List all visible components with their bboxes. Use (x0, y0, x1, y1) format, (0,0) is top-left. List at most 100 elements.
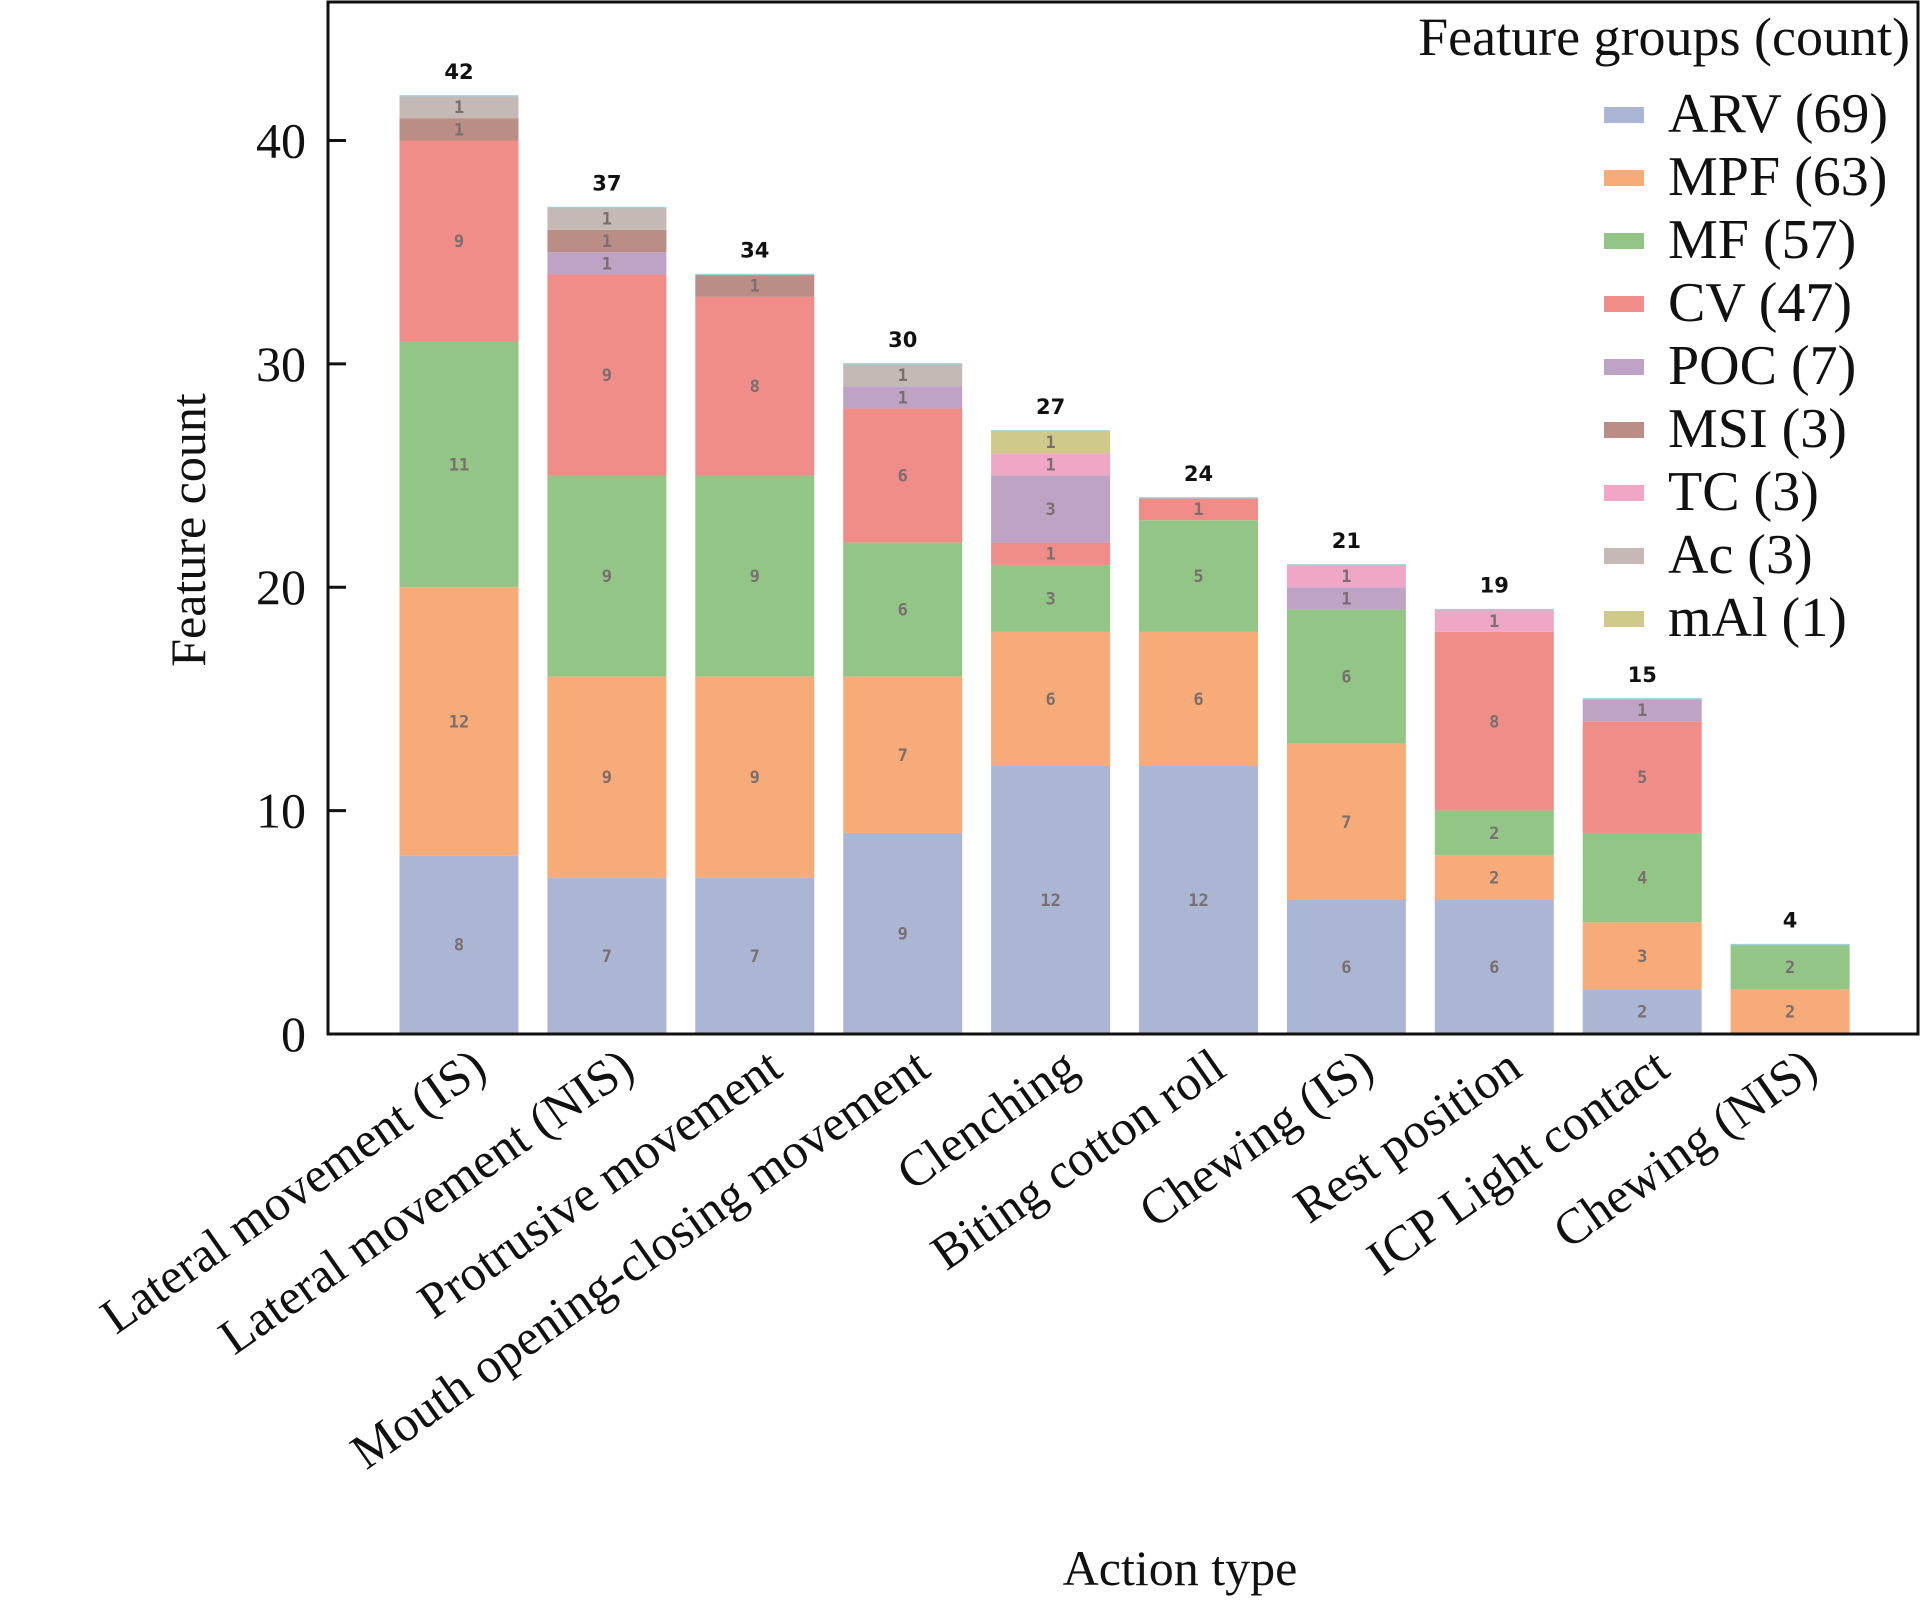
bar-total-label: 34 (740, 239, 769, 263)
segment-value-label: 5 (1637, 768, 1647, 788)
bar-segment-mf (843, 542, 963, 677)
segment-value-label: 2 (1489, 824, 1499, 844)
bar-segment-mf (1434, 810, 1554, 856)
bar-segment-mpf (1434, 855, 1554, 900)
bar-segment-cv (1582, 721, 1702, 833)
bar-segment-poc (991, 475, 1111, 543)
bar-segment-mf (1582, 832, 1702, 923)
segment-value-label: 6 (1341, 668, 1351, 688)
bars-layer (399, 95, 1850, 1034)
bar-total-label: 19 (1480, 574, 1509, 598)
bar-segment-mpf (547, 676, 667, 878)
segment-value-label: 9 (602, 567, 612, 587)
bar-segment-poc (547, 252, 667, 275)
segment-value-label: 12 (1040, 891, 1060, 911)
segment-value-label: 9 (454, 232, 464, 252)
legend-swatch-cv (1604, 296, 1644, 312)
segment-value-label: 6 (1193, 690, 1203, 710)
bar-segment-arv (695, 877, 815, 1034)
bar-total-label: 42 (444, 60, 473, 84)
segment-value-label: 8 (454, 936, 464, 956)
bar-segment-cv (991, 542, 1111, 565)
segment-value-label: 9 (750, 567, 760, 587)
segment-value-label: 9 (602, 768, 612, 788)
legend-label: TC (3) (1668, 461, 1819, 523)
segment-value-label: 3 (1045, 589, 1055, 609)
bar-segment-mf (547, 475, 667, 677)
segment-value-label: 9 (898, 924, 908, 944)
bar-segment-mpf (695, 676, 815, 878)
segment-value-label: 9 (750, 768, 760, 788)
bar-segment-tc (991, 453, 1111, 476)
legend-swatch-arv (1604, 107, 1644, 123)
segment-value-label: 6 (898, 601, 908, 621)
segment-value-label: 1 (898, 388, 908, 408)
segment-value-label: 1 (1045, 455, 1055, 475)
segment-value-label: 1 (1489, 612, 1499, 632)
segment-value-label: 1 (602, 210, 612, 230)
x-axis-title: Action type (1063, 1540, 1298, 1596)
segment-value-label: 1 (898, 366, 908, 386)
legend: Feature groups (count) ARV (69)MPF (63)M… (1418, 7, 1910, 649)
segment-value-label: 8 (1489, 712, 1499, 732)
bar-segment-cv (695, 296, 815, 476)
bar-segment-msi (695, 274, 815, 297)
segment-value-label: 3 (1637, 947, 1647, 967)
bar-segment-cv (547, 274, 667, 476)
bar-segment-cv (1139, 497, 1258, 521)
bar-segment-arv (843, 832, 963, 1034)
bar-segment-mpf (1286, 743, 1406, 900)
bar-segment-mpf (1730, 989, 1850, 1034)
legend-swatch-poc (1604, 359, 1644, 375)
bar-segment-mpf (1582, 922, 1702, 990)
segment-value-label: 6 (1489, 958, 1499, 978)
legend-swatch-mal (1604, 611, 1644, 627)
legend-label: MSI (3) (1668, 398, 1847, 460)
y-axis-title: Feature count (160, 393, 216, 667)
bar-segment-mf (991, 564, 1111, 632)
segment-value-label: 1 (1045, 545, 1055, 565)
bar-total-label: 15 (1628, 663, 1657, 687)
bar-segment-mpf (991, 631, 1111, 766)
segment-value-label: 2 (1489, 869, 1499, 889)
legend-label: Ac (3) (1668, 524, 1813, 586)
segment-value-label: 1 (1341, 589, 1351, 609)
y-axis-ticks: 0 10 20 30 40 (256, 112, 346, 1062)
segment-value-label: 1 (1045, 433, 1055, 453)
legend-label: MPF (63) (1668, 146, 1887, 208)
segment-value-label: 4 (1637, 869, 1647, 889)
legend-swatch-ac (1604, 548, 1644, 564)
bar-total-label: 37 (592, 172, 621, 196)
bar-segment-arv (991, 765, 1111, 1034)
bar-segment-cv (1434, 631, 1554, 811)
bar-total-label: 24 (1184, 462, 1213, 486)
bar-segment-mal (991, 430, 1111, 454)
bar-segment-poc (843, 386, 963, 409)
legend-label: CV (47) (1668, 272, 1852, 334)
segment-value-label: 2 (1785, 1003, 1795, 1023)
legend-swatch-mpf (1604, 170, 1644, 186)
legend-label: mAl (1) (1668, 587, 1847, 649)
segment-value-label: 2 (1785, 958, 1795, 978)
bar-segment-arv (547, 877, 667, 1034)
y-tick-label: 20 (256, 559, 306, 615)
segment-value-label: 1 (454, 98, 464, 118)
y-tick-label: 40 (256, 112, 306, 168)
segment-value-label: 1 (750, 277, 760, 297)
bar-segment-tc (1434, 609, 1554, 632)
bar-segment-mpf (1139, 631, 1258, 766)
bar-segment-arv (1286, 899, 1406, 1034)
bar-segment-mf (695, 475, 815, 677)
bar-segment-mf (399, 341, 519, 588)
segment-value-label: 1 (454, 120, 464, 140)
x-axis-ticks: Lateral movement (IS)Lateral movement (N… (90, 1037, 1826, 1480)
bar-segment-poc (1582, 698, 1702, 722)
bar-total-label: 30 (888, 328, 917, 352)
bar-segment-msi (547, 229, 667, 253)
segment-value-label: 6 (1045, 690, 1055, 710)
bar-segment-cv (843, 408, 963, 543)
segment-value-label: 7 (750, 947, 760, 967)
segment-value-label: 12 (449, 712, 469, 732)
